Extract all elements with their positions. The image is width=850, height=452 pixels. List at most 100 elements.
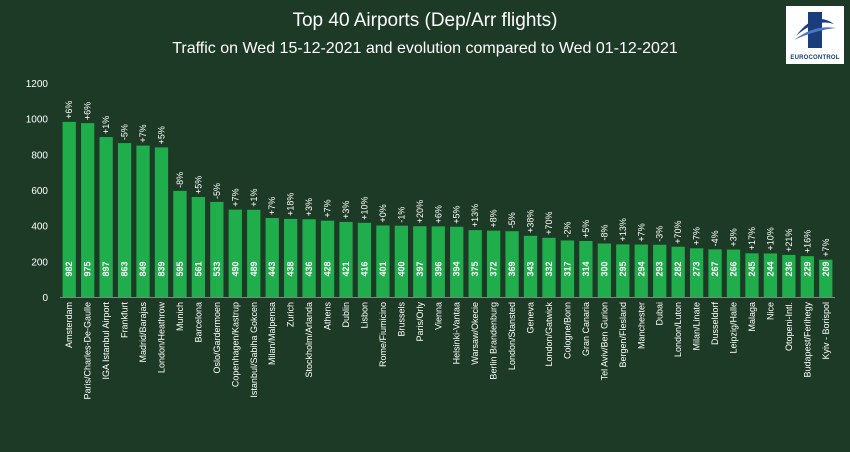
y-tick-label: 400 bbox=[31, 222, 48, 233]
category-label: Milan/Linate bbox=[692, 302, 702, 351]
value-label: 236 bbox=[784, 261, 794, 276]
bar bbox=[320, 220, 335, 297]
change-label: +8% bbox=[489, 209, 499, 227]
change-label: -5% bbox=[212, 183, 222, 199]
value-label: 369 bbox=[507, 261, 517, 276]
bars: 982 +6% Amsterdam 975 +6% Paris/Charles-De-Ga… bbox=[62, 101, 833, 400]
y-tick-label: 0 bbox=[42, 293, 48, 304]
bar-group: 533 -5% Oslo/Gardermoen bbox=[210, 183, 224, 374]
change-label: +21% bbox=[784, 229, 794, 252]
category-label: Geneva bbox=[526, 302, 536, 334]
change-label: -4% bbox=[710, 230, 720, 246]
value-label: 300 bbox=[599, 261, 609, 276]
bar-group: 561 +5% Barcelona bbox=[191, 176, 206, 343]
bar bbox=[302, 219, 316, 297]
bar-group: 244 +10% Nice bbox=[763, 227, 778, 320]
bar-group: 229 +16% Budapest/Ferihegy bbox=[800, 230, 814, 378]
change-label: +7% bbox=[267, 197, 277, 215]
bar-group: 421 +3% Dublin bbox=[339, 201, 353, 328]
change-label: -1% bbox=[396, 207, 406, 223]
eurocontrol-logo: EUROCONTROL bbox=[786, 6, 844, 64]
bar bbox=[394, 225, 409, 297]
category-label: Barcelona bbox=[193, 302, 203, 343]
value-label: 416 bbox=[359, 261, 369, 276]
bar bbox=[486, 230, 501, 297]
value-label: 897 bbox=[101, 261, 111, 276]
category-label: Helsinki-Vantaa bbox=[452, 302, 462, 364]
category-label: Dublin bbox=[341, 302, 351, 328]
category-label: London/Stansted bbox=[507, 302, 517, 370]
bar bbox=[62, 121, 76, 297]
category-label: London/Heathrow bbox=[156, 302, 166, 374]
change-label: +1% bbox=[249, 189, 259, 207]
change-label: +7% bbox=[323, 199, 333, 217]
value-label: 295 bbox=[618, 261, 628, 276]
bar bbox=[154, 147, 169, 297]
bar bbox=[782, 254, 796, 297]
bar bbox=[228, 209, 242, 297]
value-label: 396 bbox=[433, 261, 443, 276]
category-label: Madrid/Barajas bbox=[138, 302, 148, 363]
bar bbox=[339, 221, 353, 297]
change-label: +7% bbox=[138, 124, 148, 142]
y-axis: 0 200 400 600 800 1000 1200 bbox=[26, 79, 835, 304]
category-label: Berlin Brandenburg bbox=[489, 302, 499, 380]
change-label: +3% bbox=[304, 198, 314, 216]
category-label: Manchester bbox=[636, 302, 646, 349]
bar-group: 975 +6% Paris/Charles-De-Gaulle bbox=[81, 102, 95, 400]
value-label: 293 bbox=[655, 261, 665, 276]
category-label: Otopeni-Intl. bbox=[784, 302, 794, 351]
change-label: +5% bbox=[581, 220, 591, 238]
change-label: -8% bbox=[599, 224, 609, 240]
category-label: Nice bbox=[765, 302, 775, 320]
category-label: London/Gatwick bbox=[544, 302, 554, 367]
bar-group: 849 +7% Madrid/Barajas bbox=[136, 124, 150, 363]
category-label: Paris/Orly bbox=[415, 302, 425, 342]
chart-title: Top 40 Airports (Dep/Arr flights) bbox=[292, 10, 558, 31]
bar-group: 317 -2% Cologne/Bonn bbox=[560, 221, 575, 359]
bar bbox=[136, 145, 150, 297]
bar bbox=[523, 235, 538, 297]
y-tick-label: 1000 bbox=[26, 115, 49, 126]
value-label: 372 bbox=[489, 261, 499, 276]
category-label: Copenhagen/Kastrup bbox=[230, 302, 240, 387]
bar bbox=[99, 137, 113, 297]
category-label: Tel Aviv/Ben Gurion bbox=[599, 302, 609, 380]
category-label: Munich bbox=[175, 302, 185, 331]
y-tick-label: 200 bbox=[31, 257, 48, 268]
value-label: 244 bbox=[765, 261, 775, 276]
value-label: 229 bbox=[802, 261, 812, 276]
bar bbox=[173, 190, 187, 297]
bar bbox=[542, 237, 556, 297]
value-label: 317 bbox=[562, 261, 572, 276]
bar-group: 372 +8% Berlin Brandenburg bbox=[486, 209, 501, 380]
change-label: +7% bbox=[692, 227, 702, 245]
change-label: +13% bbox=[618, 218, 628, 241]
change-label: +17% bbox=[747, 227, 757, 250]
bar bbox=[468, 230, 482, 297]
value-label: 394 bbox=[452, 261, 462, 276]
bar bbox=[745, 253, 759, 297]
change-label: +7% bbox=[230, 188, 240, 206]
bar-group: 273 +7% Milan/Linate bbox=[689, 227, 704, 351]
category-label: Vienna bbox=[433, 302, 443, 330]
change-label: +0% bbox=[378, 204, 388, 222]
value-label: 343 bbox=[526, 261, 536, 276]
change-label: +10% bbox=[765, 227, 775, 250]
bar bbox=[726, 249, 741, 297]
category-label: Bergen/Flesland bbox=[618, 302, 628, 368]
change-label: +6% bbox=[433, 205, 443, 223]
change-label: +5% bbox=[156, 126, 166, 144]
change-label: +1% bbox=[101, 116, 111, 134]
category-label: Rome/Fiumicino bbox=[378, 302, 388, 367]
bar-group: 267 -4% Dusseldorf bbox=[708, 230, 722, 345]
category-label: Budapest/Ferihegy bbox=[802, 302, 812, 378]
bar-group: 863 -5% Frankfurt bbox=[117, 124, 132, 338]
bar-group: 489 +1% Istanbul/Sabiha Gokcen bbox=[247, 189, 261, 398]
category-label: Gran Canaria bbox=[581, 302, 591, 356]
change-label: +6% bbox=[64, 101, 74, 119]
bar-group: 236 +21% Otopeni-Intl. bbox=[782, 229, 796, 351]
bar-group: 295 +13% Bergen/Flesland bbox=[616, 218, 630, 368]
bar-group: 332 +70% London/Gatwick bbox=[542, 212, 556, 367]
